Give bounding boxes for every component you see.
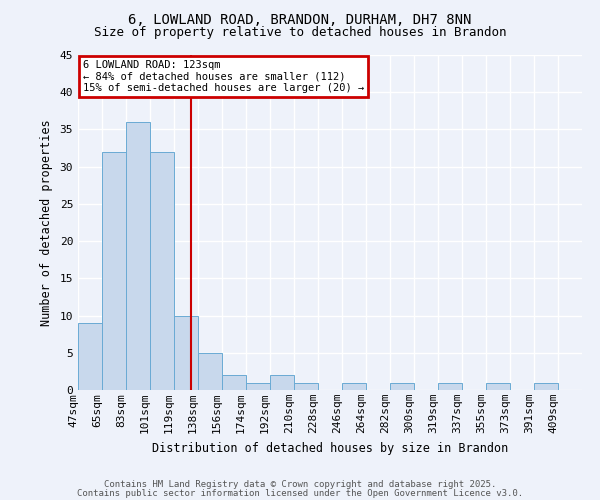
Bar [78, 323, 102, 390]
Bar [342, 382, 366, 390]
Y-axis label: Number of detached properties: Number of detached properties [40, 119, 53, 326]
Bar [438, 382, 462, 390]
X-axis label: Distribution of detached houses by size in Brandon: Distribution of detached houses by size … [152, 442, 508, 454]
Bar [126, 122, 150, 390]
Text: Contains public sector information licensed under the Open Government Licence v3: Contains public sector information licen… [77, 490, 523, 498]
Bar [390, 382, 414, 390]
Text: 6 LOWLAND ROAD: 123sqm
← 84% of detached houses are smaller (112)
15% of semi-de: 6 LOWLAND ROAD: 123sqm ← 84% of detached… [83, 60, 364, 93]
Bar [246, 382, 270, 390]
Text: Contains HM Land Registry data © Crown copyright and database right 2025.: Contains HM Land Registry data © Crown c… [104, 480, 496, 489]
Bar [174, 316, 198, 390]
Text: Size of property relative to detached houses in Brandon: Size of property relative to detached ho… [94, 26, 506, 39]
Bar [270, 375, 294, 390]
Bar [534, 382, 558, 390]
Bar [102, 152, 126, 390]
Bar [486, 382, 510, 390]
Bar [150, 152, 174, 390]
Bar [294, 382, 318, 390]
Text: 6, LOWLAND ROAD, BRANDON, DURHAM, DH7 8NN: 6, LOWLAND ROAD, BRANDON, DURHAM, DH7 8N… [128, 12, 472, 26]
Bar [198, 353, 222, 390]
Bar [222, 375, 246, 390]
